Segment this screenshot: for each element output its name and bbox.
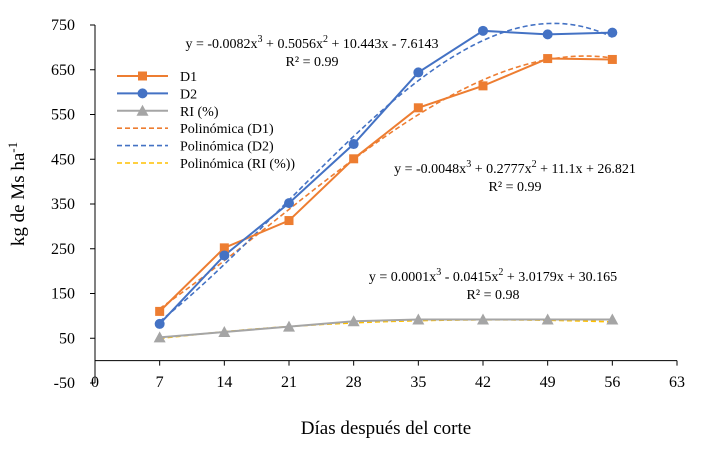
equation-term: + 11.1x + 26.821 <box>537 162 636 177</box>
trend-equation: y = -0.0082x3 + 0.5056x2 + 10.443x - 7.6… <box>185 34 438 52</box>
equation-term: y = -0.0048x <box>394 162 466 177</box>
equation-term: + 10.443x - 7.6143 <box>328 37 439 52</box>
point-ri <box>283 320 295 332</box>
point-ri <box>347 315 360 327</box>
r-squared-label: R² = 0.99 <box>489 180 542 195</box>
legend-marker-ri <box>136 104 149 116</box>
x-tick-label: 42 <box>475 374 491 391</box>
y-axis-title: kg de Ms ha-1 <box>5 142 29 246</box>
point-d2 <box>542 29 553 40</box>
y-tick-label: 150 <box>51 286 75 303</box>
point-d1 <box>155 306 165 316</box>
equation-term: + 3.0179x + 30.165 <box>503 270 617 285</box>
equation-term: + 0.5056x <box>263 37 323 52</box>
legend: D1 D2 RI (%) Polinómica (D1) Polinómica (D2)… <box>117 70 295 172</box>
point-d2 <box>284 198 294 209</box>
r-squared-label: R² = 0.98 <box>467 288 520 303</box>
y-tick-label: 350 <box>51 196 75 213</box>
point-d1 <box>349 154 359 164</box>
y-tick-label: 750 <box>51 17 75 34</box>
point-ri <box>218 325 231 337</box>
equation-exponent: 3 <box>258 34 263 45</box>
point-d1 <box>478 81 488 91</box>
equation-exponent: 2 <box>532 159 537 170</box>
series-line-ri <box>159 318 613 339</box>
series-markers <box>153 25 619 343</box>
point-d1 <box>219 243 229 253</box>
equation-term: y = 0.0001x <box>369 270 436 285</box>
x-tick-label: 14 <box>216 374 232 391</box>
x-tick-label: 49 <box>540 374 556 391</box>
y-axis-title-text: kg de Ms ha <box>8 152 29 246</box>
point-d1 <box>413 103 423 113</box>
point-ri <box>153 331 166 343</box>
equation-exponent: 2 <box>498 267 503 278</box>
point-d2 <box>219 250 230 261</box>
axes: -50 50 150 250 350 450 550 650 750 0 7 14 21 28 35 42 49… <box>51 17 685 392</box>
series-line-d1 <box>158 57 613 313</box>
series-line-d2 <box>158 29 613 325</box>
x-tick-label: 35 <box>410 374 426 391</box>
point-d2 <box>607 27 618 38</box>
x-tick-label: 0 <box>91 374 99 391</box>
point-d1 <box>543 54 553 64</box>
point-ri <box>477 313 489 325</box>
y-tick-label: 50 <box>59 330 75 347</box>
trendlines <box>159 22 613 340</box>
x-tick-label: 63 <box>669 374 685 391</box>
legend-label-polin-mica-ri: Polinómica (RI (%)) <box>180 157 295 172</box>
legend-label-polin-mica-d2: Polinómica (D2) <box>180 140 274 155</box>
series-lines <box>158 29 613 339</box>
point-d2 <box>413 67 424 78</box>
equation-annotations: y = -0.0082x3 + 0.5056x2 + 10.443x - 7.6… <box>185 34 635 303</box>
legend-label-ri: RI (%) <box>180 105 219 120</box>
trendline-polin-mica-d1 <box>159 55 613 310</box>
equation-term: - 0.0415x <box>441 270 498 285</box>
legend-label-d2: D2 <box>180 87 197 102</box>
y-tick-label: 450 <box>51 151 75 168</box>
x-tick-label: 28 <box>346 374 362 391</box>
point-ri <box>541 313 554 325</box>
x-axis-title: Días después del corte <box>301 418 471 439</box>
equation-term: + 0.2777x <box>471 162 531 177</box>
trend-equation: y = -0.0048x3 + 0.2777x2 + 11.1x + 26.82… <box>394 159 636 177</box>
y-axis-title-superscript: -1 <box>5 142 20 153</box>
equation-exponent: 3 <box>436 267 441 278</box>
y-tick-label: -50 <box>54 375 75 392</box>
x-tick-label: 21 <box>281 374 297 391</box>
y-tick-label: 250 <box>51 241 75 258</box>
legend-marker-d1 <box>138 71 147 81</box>
y-tick-label: 650 <box>51 62 75 79</box>
point-d2 <box>154 318 165 329</box>
r-squared-label: R² = 0.99 <box>286 55 339 70</box>
equation-exponent: 2 <box>323 34 328 45</box>
equation-exponent: 3 <box>466 159 471 170</box>
legend-label-polin-mica-d1: Polinómica (D1) <box>180 122 274 137</box>
trend-equation: y = 0.0001x3 - 0.0415x2 + 3.0179x + 30.1… <box>369 267 617 285</box>
x-tick-label: 56 <box>604 374 620 391</box>
equation-term: y = -0.0082x <box>185 37 257 52</box>
point-ri <box>606 313 619 325</box>
legend-marker-d2 <box>137 88 148 99</box>
point-ri <box>412 313 425 325</box>
point-d1 <box>284 216 294 226</box>
x-tick-label: 7 <box>156 374 164 391</box>
legend-label-d1: D1 <box>180 70 197 85</box>
point-d2 <box>478 25 488 36</box>
y-tick-label: 550 <box>51 107 75 124</box>
point-d1 <box>607 54 617 64</box>
point-d2 <box>348 139 359 150</box>
